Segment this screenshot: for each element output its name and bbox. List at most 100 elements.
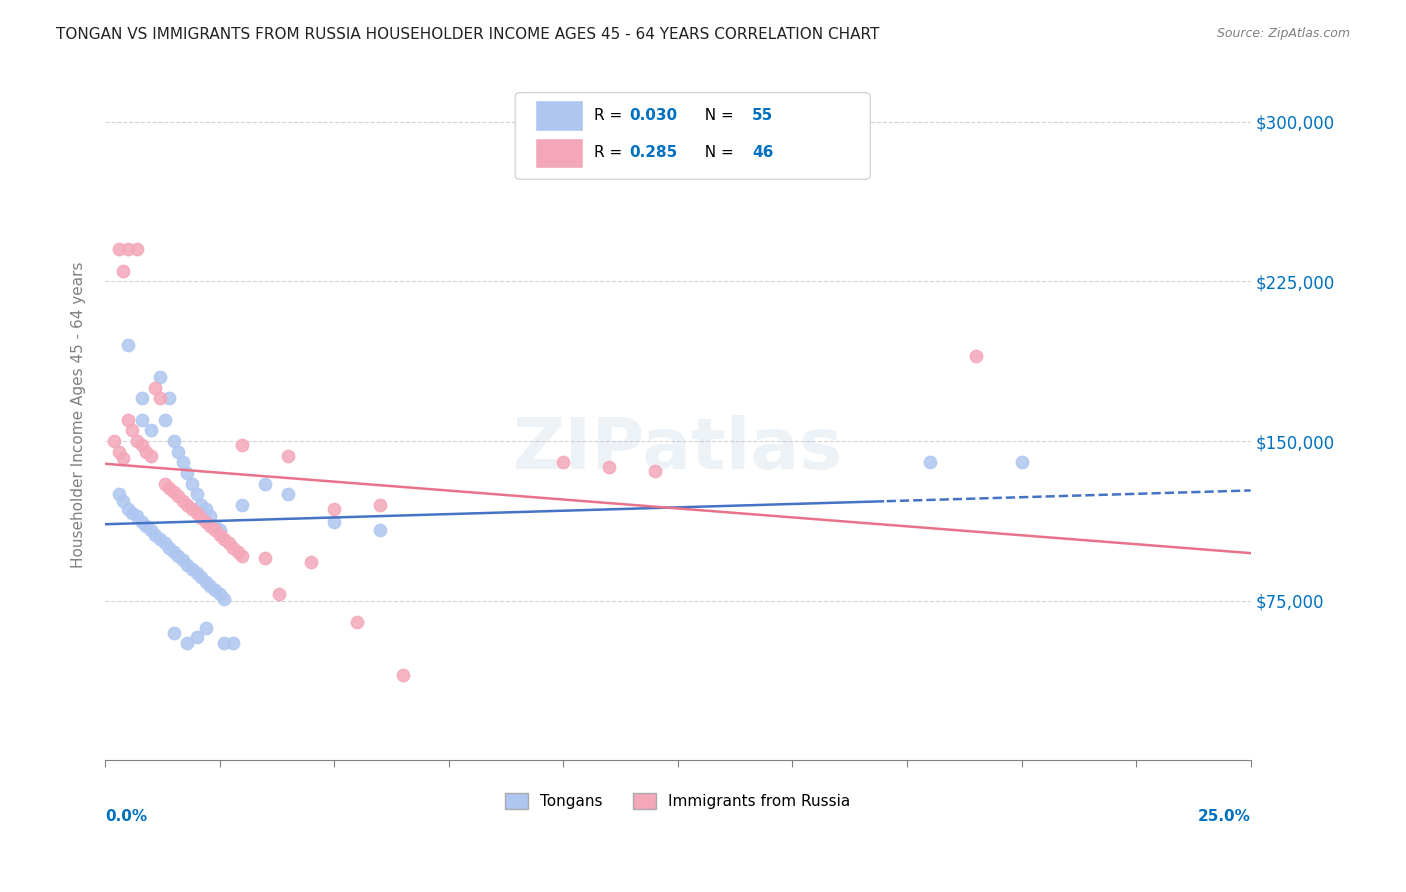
Point xyxy=(157,541,180,555)
Point xyxy=(107,487,129,501)
Point xyxy=(121,507,143,521)
Point xyxy=(231,498,253,512)
Point xyxy=(186,507,208,521)
Point xyxy=(212,532,235,546)
Point xyxy=(135,444,157,458)
Point xyxy=(200,508,222,523)
Point xyxy=(190,510,212,524)
Point xyxy=(186,487,208,501)
Point xyxy=(392,668,415,682)
Text: 0.285: 0.285 xyxy=(630,145,678,161)
Point xyxy=(208,527,231,541)
Point xyxy=(222,541,245,555)
Legend: Tongans, Immigrants from Russia: Tongans, Immigrants from Russia xyxy=(499,787,856,815)
Point xyxy=(222,636,245,650)
Point xyxy=(918,455,941,469)
Point xyxy=(149,392,172,406)
Point xyxy=(190,570,212,584)
Text: R =: R = xyxy=(595,145,627,161)
Point xyxy=(176,466,198,480)
Point xyxy=(167,444,190,458)
Point xyxy=(208,587,231,601)
Point xyxy=(965,349,987,363)
Point xyxy=(204,524,226,538)
Point xyxy=(254,476,277,491)
Point xyxy=(277,449,299,463)
Text: 25.0%: 25.0% xyxy=(1198,809,1251,824)
Point xyxy=(226,545,249,559)
Text: 0.0%: 0.0% xyxy=(105,809,148,824)
Text: Source: ZipAtlas.com: Source: ZipAtlas.com xyxy=(1216,27,1350,40)
Point xyxy=(218,536,240,550)
Text: N =: N = xyxy=(695,108,738,123)
Point xyxy=(131,515,153,529)
Point xyxy=(204,583,226,598)
Point xyxy=(181,502,204,516)
Point xyxy=(231,549,253,563)
Point xyxy=(323,502,346,516)
Text: 46: 46 xyxy=(752,145,773,161)
Point xyxy=(157,481,180,495)
Text: 0.030: 0.030 xyxy=(630,108,678,123)
Point xyxy=(112,264,135,278)
Point xyxy=(167,549,190,563)
Point xyxy=(194,621,217,635)
Point xyxy=(277,487,299,501)
FancyBboxPatch shape xyxy=(534,100,582,131)
Point xyxy=(172,455,194,469)
Point xyxy=(121,424,143,438)
Point xyxy=(186,630,208,644)
Point xyxy=(145,527,167,541)
Point xyxy=(153,536,176,550)
Point xyxy=(117,243,139,257)
Point xyxy=(181,562,204,576)
Point xyxy=(269,587,291,601)
Point xyxy=(139,524,162,538)
Text: TONGAN VS IMMIGRANTS FROM RUSSIA HOUSEHOLDER INCOME AGES 45 - 64 YEARS CORRELATI: TONGAN VS IMMIGRANTS FROM RUSSIA HOUSEHO… xyxy=(56,27,880,42)
Point xyxy=(644,464,666,478)
Point xyxy=(125,243,148,257)
Y-axis label: Householder Income Ages 45 - 64 years: Householder Income Ages 45 - 64 years xyxy=(72,261,86,567)
Point xyxy=(176,498,198,512)
Point xyxy=(204,519,226,533)
Point xyxy=(112,451,135,466)
Point xyxy=(200,519,222,533)
Point xyxy=(139,449,162,463)
Point xyxy=(163,625,186,640)
Point xyxy=(131,392,153,406)
Point xyxy=(553,455,575,469)
Point xyxy=(194,574,217,589)
Point xyxy=(368,524,391,538)
Point xyxy=(176,636,198,650)
Point xyxy=(163,485,186,500)
Point xyxy=(145,381,167,395)
Point xyxy=(190,498,212,512)
Point xyxy=(346,615,368,629)
Text: N =: N = xyxy=(695,145,738,161)
Point xyxy=(167,490,190,504)
Point xyxy=(103,434,125,448)
Point xyxy=(131,413,153,427)
Point xyxy=(149,370,172,384)
Point xyxy=(153,476,176,491)
Point xyxy=(172,553,194,567)
Point xyxy=(212,591,235,606)
Text: R =: R = xyxy=(595,108,627,123)
Text: 55: 55 xyxy=(752,108,773,123)
Point xyxy=(186,566,208,580)
Point xyxy=(135,519,157,533)
Point xyxy=(200,579,222,593)
Point xyxy=(125,434,148,448)
Point xyxy=(299,556,322,570)
Point xyxy=(598,459,620,474)
Point xyxy=(323,515,346,529)
Text: ZIPatlas: ZIPatlas xyxy=(513,415,842,483)
Point xyxy=(368,498,391,512)
Point xyxy=(139,424,162,438)
Point xyxy=(107,444,129,458)
Point xyxy=(181,476,204,491)
Point xyxy=(157,392,180,406)
Point xyxy=(117,338,139,352)
Point xyxy=(163,545,186,559)
Point xyxy=(194,502,217,516)
